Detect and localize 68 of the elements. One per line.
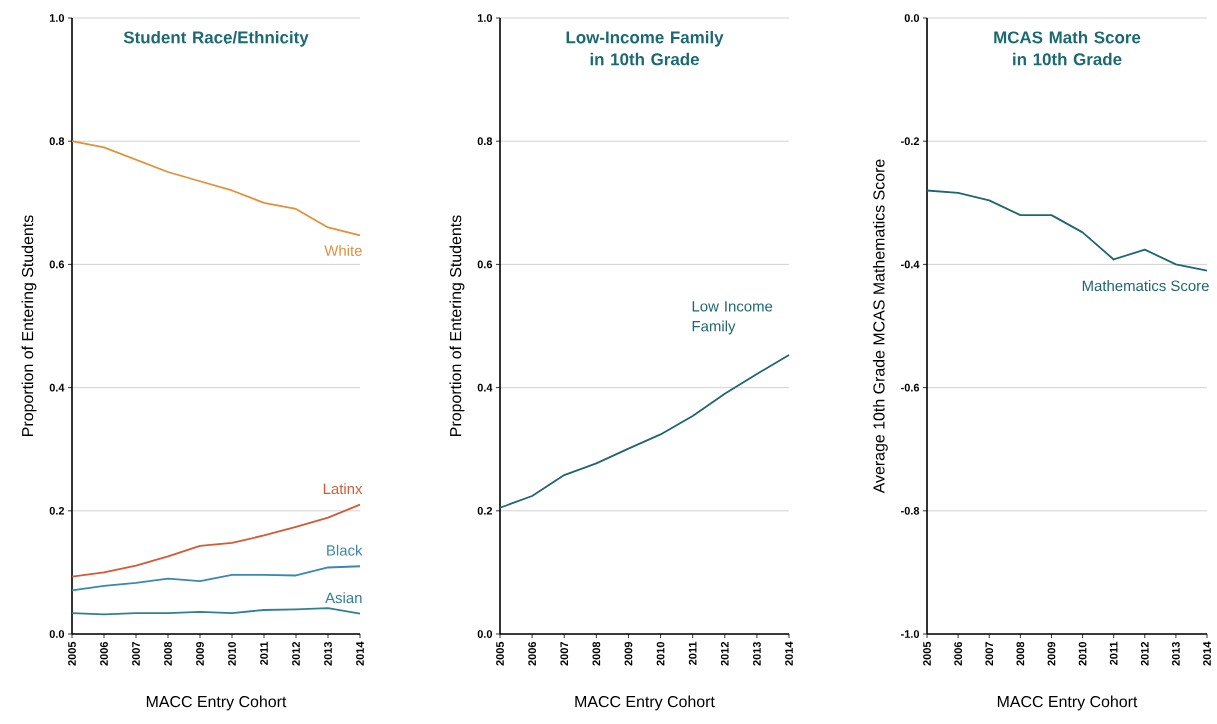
x-tick-label: 2005	[923, 641, 931, 666]
line-series	[499, 354, 790, 509]
x-tick-label: 2013	[1172, 641, 1180, 666]
y-tick-label: 1.0	[49, 14, 65, 22]
y-tick-label: 0.2	[477, 506, 493, 515]
x-tick-label: 2009	[196, 641, 204, 666]
x-tick-label: 2007	[132, 642, 140, 666]
series-label: White	[324, 244, 362, 256]
x-tick-label: 2005	[68, 641, 76, 666]
series-label: Black	[327, 544, 363, 556]
x-tick-label: 2008	[592, 641, 601, 666]
y-tick-label: 0.6	[477, 260, 493, 269]
line-series	[71, 607, 361, 616]
x-tick-label: 2014	[356, 641, 364, 666]
text: MCAS Math Score in 10th Grade	[994, 30, 1141, 66]
y-tick-label: 0.4	[49, 383, 65, 392]
series-label: Low Income Family	[692, 301, 773, 335]
x-tick-label: 2007	[985, 642, 994, 666]
series-label: Mathematics Score	[1082, 280, 1209, 292]
y-tick-label: -0.2	[901, 137, 920, 146]
y-tick-label: 0.0	[904, 14, 920, 22]
x-tick-label: 2012	[720, 641, 729, 666]
x-tick-label: 2011	[688, 641, 697, 665]
x-tick-label: 2012	[292, 641, 300, 666]
y-tick-label: 0.4	[477, 383, 493, 392]
line-series	[71, 503, 361, 578]
x-tick-label: 2014	[785, 641, 793, 666]
x-tick-label: 2014	[1203, 641, 1211, 666]
y-tick-label: 1.0	[477, 14, 493, 22]
x-tick-label: 2011	[1109, 641, 1118, 665]
y-tick-label: -1.0	[901, 630, 920, 638]
x-tick-label: 2006	[100, 641, 108, 666]
line-series	[71, 565, 361, 592]
text: Low-Income Family in 10th Grade	[566, 30, 724, 66]
series-label: Latinx	[323, 483, 363, 495]
line-series	[926, 189, 1208, 272]
x-tick-label: 2010	[656, 641, 665, 666]
y-tick-label: 0.8	[49, 137, 65, 146]
y-tick-label: 0.0	[477, 630, 493, 638]
x-axis-title: MACC Entry Cohort	[997, 695, 1138, 711]
x-axis-title: MACC Entry Cohort	[146, 695, 287, 711]
x-axis-title: MACC Entry Cohort	[575, 695, 715, 711]
x-tick-label: 2012	[1140, 641, 1149, 666]
text: Student Race/Ethnicity	[123, 30, 309, 47]
y-tick-label: -0.4	[901, 260, 920, 269]
y-tick-label: 0.6	[49, 260, 65, 269]
x-tick-label: 2007	[560, 642, 569, 666]
x-tick-label: 2008	[164, 641, 172, 666]
x-tick-label: 2013	[753, 641, 761, 666]
x-tick-label: 2010	[1078, 641, 1087, 666]
y-tick-label: -0.6	[901, 383, 920, 392]
x-tick-label: 2009	[624, 641, 633, 666]
x-tick-label: 2006	[954, 641, 962, 666]
y-axis-title: Proportion of Entering Students	[449, 215, 465, 436]
x-tick-label: 2010	[228, 641, 236, 666]
y-tick-label: 0.8	[477, 137, 493, 146]
x-tick-label: 2006	[528, 641, 536, 666]
y-axis-title: Proportion of Entering Students	[21, 215, 37, 436]
y-tick-label: 0.0	[49, 630, 65, 638]
x-tick-label: 2008	[1016, 641, 1025, 666]
x-tick-label: 2005	[496, 641, 504, 666]
y-tick-label: -0.8	[901, 506, 920, 515]
series-label: Asian	[325, 592, 362, 604]
y-tick-label: 0.2	[49, 506, 65, 515]
x-tick-label: 2011	[260, 641, 268, 665]
x-tick-label: 2009	[1047, 641, 1056, 666]
x-tick-label: 2013	[324, 641, 332, 666]
y-axis-title: Average 10th Grade MCAS Mathematics Score	[872, 159, 888, 494]
